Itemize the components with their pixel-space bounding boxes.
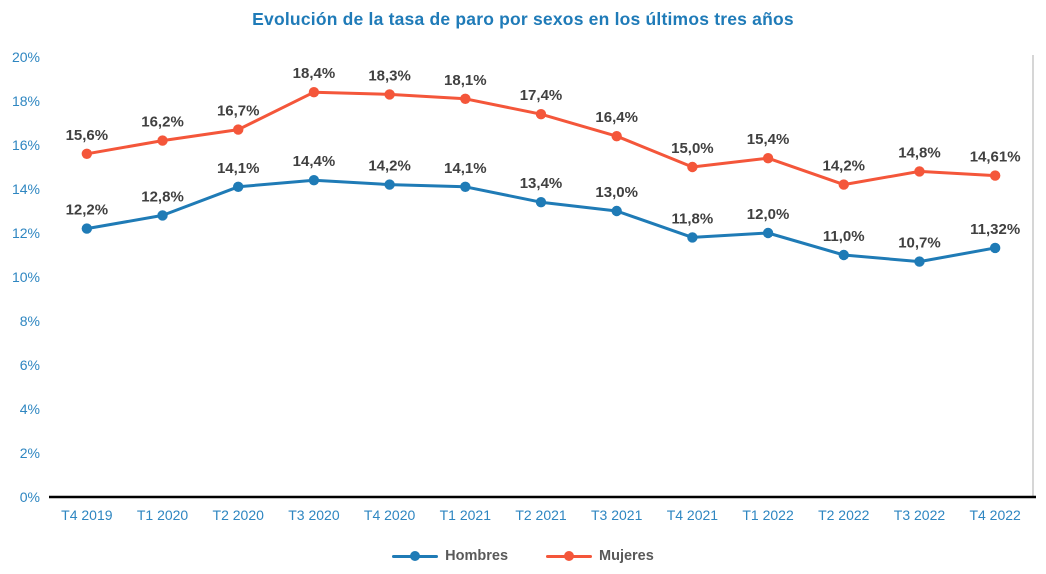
data-point-mujeres [384,89,395,100]
x-axis-tick-label: T3 2022 [894,507,946,523]
data-label-hombres: 14,4% [293,153,336,170]
data-label-mujeres: 15,0% [671,140,714,157]
data-label-hombres: 14,1% [444,160,487,177]
y-axis-tick-label: 16% [12,137,40,153]
data-point-hombres [308,175,320,186]
x-axis-tick-label: T4 2019 [61,507,113,523]
data-label-hombres: 14,2% [368,158,411,175]
x-axis-tick-label: T1 2022 [742,507,794,523]
data-point-mujeres [308,87,320,98]
legend-label-mujeres: Mujeres [599,548,654,564]
data-point-hombres [611,205,622,217]
y-axis-tick-label: 6% [20,357,40,373]
y-axis-tick-label: 0% [20,489,40,505]
data-label-hombres: 13,4% [520,175,563,192]
data-point-hombres [762,227,774,239]
data-point-hombres [989,242,1001,254]
hombres-line-marker-icon [392,550,439,562]
legend-label-hombres: Hombres [445,548,509,564]
data-point-mujeres [989,170,1001,181]
x-axis-tick-label: T3 2020 [288,507,340,523]
x-axis-tick-label: T1 2020 [137,507,189,523]
x-axis-tick-label: T4 2022 [969,507,1021,523]
data-label-mujeres: 18,1% [444,72,487,89]
data-point-mujeres [914,166,925,177]
y-axis-tick-label: 8% [20,313,40,329]
series-line-hombres [85,178,997,264]
data-label-mujeres: 14,8% [898,144,941,161]
data-point-mujeres [838,179,849,190]
y-axis-tick-label: 2% [20,445,40,461]
data-label-mujeres: 14,61% [970,149,1021,166]
chart-title: Evolución de la tasa de paro por sexos e… [252,9,794,29]
data-label-hombres: 12,2% [66,202,109,219]
data-point-mujeres [687,161,698,173]
data-label-mujeres: 15,4% [747,131,790,148]
data-point-hombres [687,232,698,243]
data-point-mujeres [611,131,622,142]
data-point-hombres [535,197,547,208]
x-axis-tick-label: T4 2020 [364,507,416,523]
data-label-mujeres: 16,7% [217,103,260,120]
x-axis-tick-label: T3 2021 [591,507,643,523]
data-point-hombres [157,210,168,221]
data-point-mujeres [762,153,774,164]
data-point-hombres [914,256,925,267]
x-axis-tick-label: T1 2021 [440,507,492,523]
data-label-hombres: 13,0% [595,184,638,201]
data-label-mujeres: 17,4% [520,87,563,104]
data-label-hombres: 10,7% [898,235,941,252]
x-axis-tick-label: T2 2022 [818,507,870,523]
data-label-hombres: 11,0% [823,228,865,245]
data-point-mujeres [233,124,244,135]
x-axis-tick-label: T4 2021 [667,507,719,523]
data-point-hombres [81,223,93,234]
data-label-hombres: 11,8% [672,210,714,227]
legend-item-mujeres: Mujeres [546,548,654,564]
data-label-hombres: 12,8% [141,188,184,205]
y-axis-tick-label: 10% [12,269,40,285]
data-point-mujeres [535,109,547,120]
data-label-hombres: 14,1% [217,160,260,177]
y-axis-tick-label: 18% [12,93,40,109]
data-point-hombres [838,249,849,261]
data-point-mujeres [81,148,93,159]
data-label-mujeres: 18,3% [368,67,411,84]
data-point-hombres [460,181,471,192]
data-label-hombres: 12,0% [747,206,790,223]
y-axis-tick-label: 12% [12,225,40,241]
x-axis-tick-label: T2 2021 [515,507,567,523]
y-axis-tick-label: 14% [12,181,40,197]
data-point-hombres [233,181,244,192]
legend-item-hombres: Hombres [392,548,508,564]
x-axis-tick-label: T2 2020 [213,507,265,523]
data-point-hombres [384,179,395,190]
data-label-mujeres: 14,2% [822,158,865,175]
data-label-mujeres: 16,2% [141,114,184,131]
data-label-mujeres: 15,6% [66,127,109,144]
data-point-mujeres [157,135,168,146]
mujeres-line-marker-icon [546,550,593,562]
data-label-mujeres: 18,4% [293,65,336,82]
data-label-mujeres: 16,4% [595,109,638,126]
data-point-mujeres [460,93,471,105]
chart-legend: Hombres Mujeres [0,548,1046,564]
y-axis-tick-label: 4% [20,401,40,417]
y-axis-tick-label: 20% [12,49,40,65]
data-label-hombres: 11,32% [970,221,1020,238]
